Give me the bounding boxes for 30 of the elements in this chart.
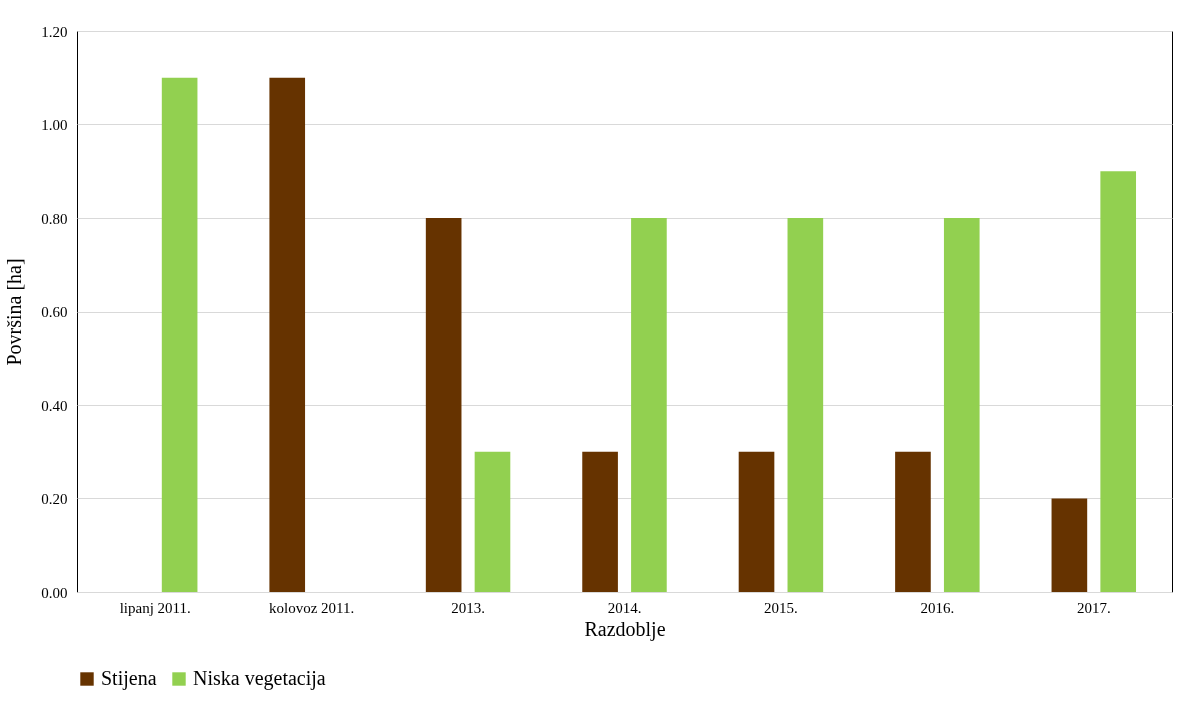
bar <box>787 218 824 592</box>
y-axis-title: Površina [ha] <box>3 258 26 366</box>
bar <box>943 218 980 592</box>
y-tick-label: 0.40 <box>41 397 68 414</box>
x-tick-label: 2013. <box>451 599 485 616</box>
x-tick-label: 2015. <box>764 599 798 616</box>
x-axis-title: Razdoblje <box>584 617 666 641</box>
x-tick-label: 2014. <box>607 599 642 616</box>
x-tick-label: kolovoz 2011. <box>269 599 355 616</box>
x-tick-label: 2016. <box>920 599 955 616</box>
y-tick-label: 1.00 <box>41 117 68 133</box>
bar <box>1100 171 1137 592</box>
x-tick-label: 2017. <box>1076 599 1111 616</box>
bar <box>425 218 462 592</box>
bar <box>474 451 511 592</box>
y-tick-label: 0.20 <box>41 491 68 507</box>
x-tick-label: lipanj 2011. <box>119 599 191 616</box>
bar <box>582 451 618 592</box>
y-tick-label: 0.00 <box>41 584 68 601</box>
bar <box>738 451 775 592</box>
bar <box>269 77 306 592</box>
y-tick-label: 1.20 <box>41 23 68 40</box>
bar <box>1051 498 1088 592</box>
legend-label: Stijena <box>101 667 157 690</box>
legend-label: Niska vegetacija <box>193 667 326 690</box>
bar <box>895 451 931 592</box>
bar <box>631 218 667 592</box>
y-tick-label: 0.60 <box>41 304 68 320</box>
bar <box>161 77 198 592</box>
y-tick-label: 0.80 <box>41 210 68 227</box>
